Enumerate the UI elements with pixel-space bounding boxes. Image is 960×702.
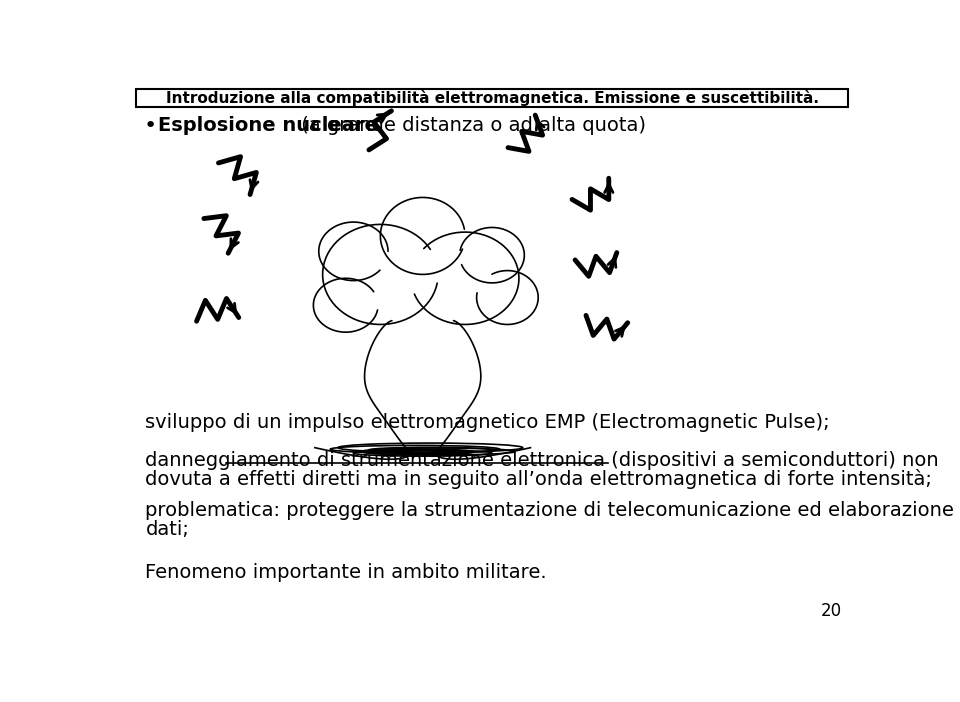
Text: sviluppo di un impulso elettromagnetico EMP (Electromagnetic Pulse);: sviluppo di un impulso elettromagnetico … (146, 413, 830, 432)
Text: dati;: dati; (146, 519, 189, 539)
Text: Esplosione nucleare: Esplosione nucleare (157, 117, 377, 135)
Text: Fenomeno importante in ambito militare.: Fenomeno importante in ambito militare. (146, 563, 547, 582)
Text: (a grande distanza o ad alta quota): (a grande distanza o ad alta quota) (295, 117, 646, 135)
Text: 20: 20 (821, 602, 842, 620)
Text: dovuta a effetti diretti ma in seguito all’onda elettromagnetica di forte intens: dovuta a effetti diretti ma in seguito a… (146, 469, 932, 489)
Text: •: • (144, 116, 157, 135)
Text: danneggiamento di strumentazione elettronica (dispositivi a semiconduttori) non: danneggiamento di strumentazione elettro… (146, 451, 939, 470)
Bar (136, 89, 848, 107)
Text: Introduzione alla compatibilità elettromagnetica. Emissione e suscettibilità.: Introduzione alla compatibilità elettrom… (165, 90, 819, 106)
Text: problematica: proteggere la strumentazione di telecomunicazione ed elaborazione: problematica: proteggere la strumentazio… (146, 501, 954, 520)
